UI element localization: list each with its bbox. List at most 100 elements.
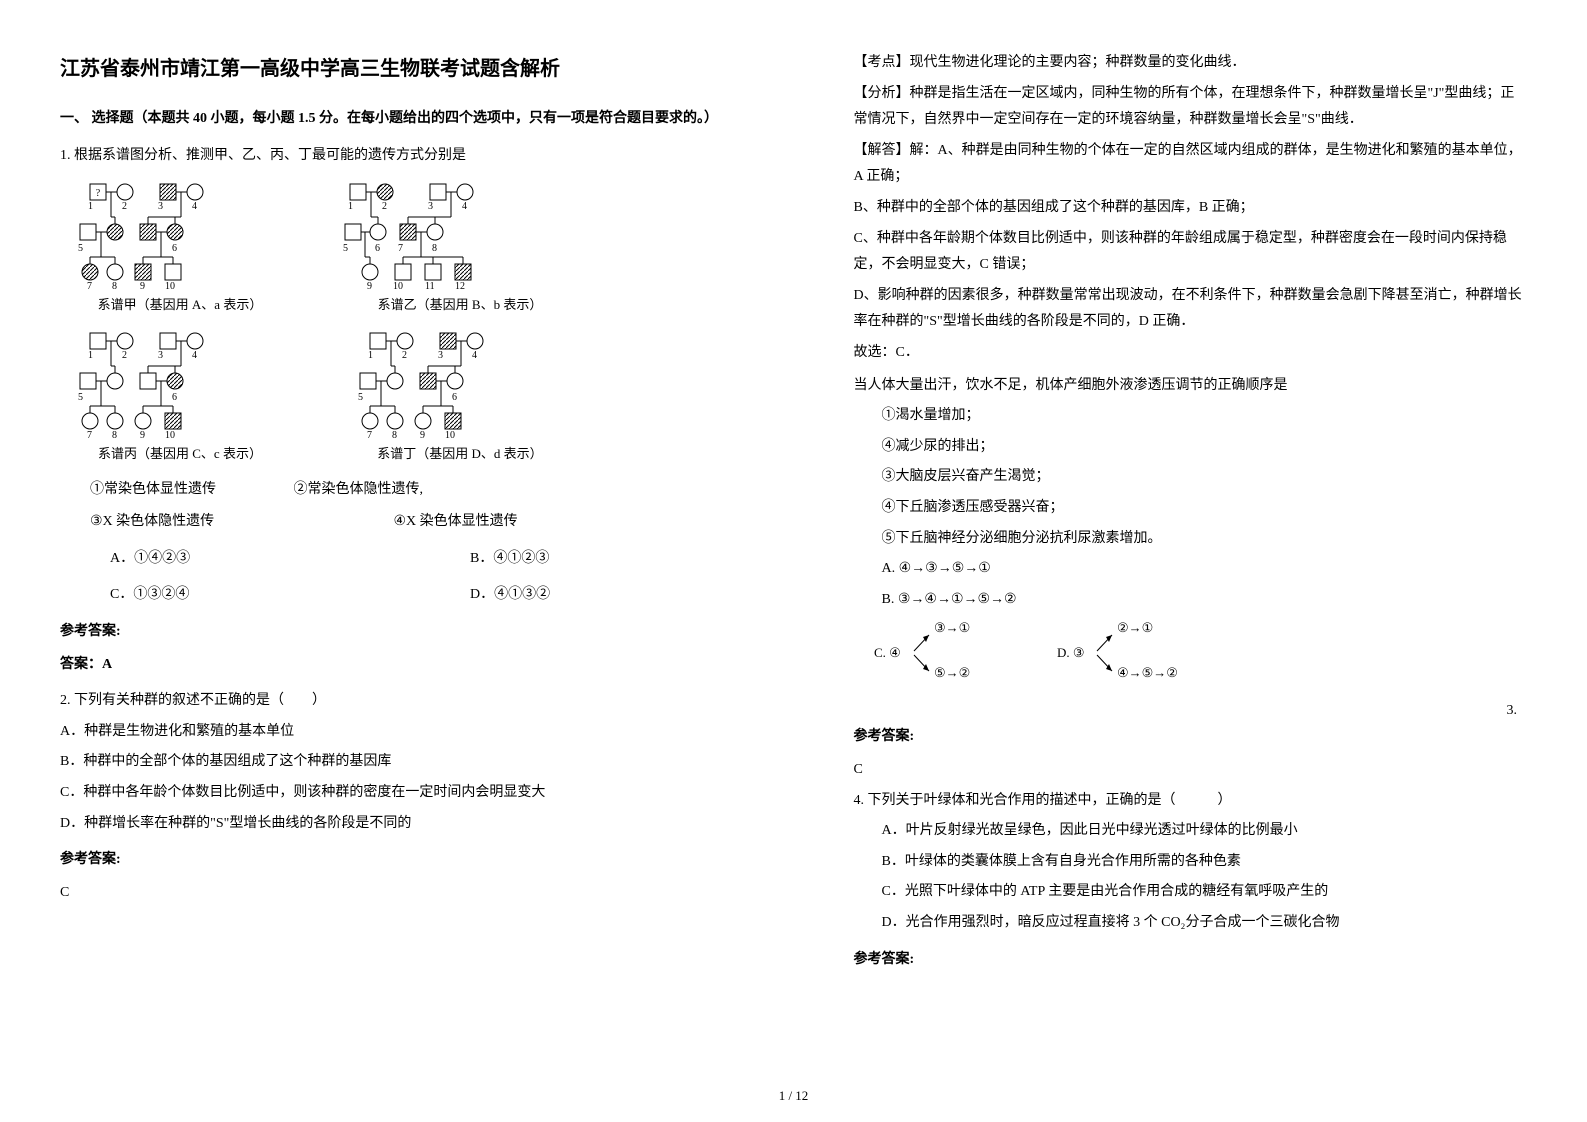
pedigree-c-svg: 1 2 3 4 5 6 7 8 9 10	[70, 328, 290, 438]
svg-text:?: ?	[96, 188, 101, 199]
q4-b: B．叶绿体的类囊体膜上含有自身光合作用所需的各种色素	[882, 849, 1528, 876]
q2-c: C．种群中各年龄个体数目比例适中，则该种群的密度在一定时间内会明显变大	[60, 780, 734, 807]
svg-text:5: 5	[78, 392, 83, 403]
q3-choice-a: A. ④→③→⑤→①	[882, 556, 1528, 583]
analysis-p3: C、种群中各年龄期个体数目比例适中，则该种群的年龄组成属于稳定型，种群密度会在一…	[854, 226, 1528, 279]
pedigree-b: 1 2 3 4 5 6 7 8 9 10 11 12	[340, 179, 580, 318]
svg-text:8: 8	[432, 243, 437, 254]
svg-text:11: 11	[425, 281, 435, 289]
legend-row-1: ①常染色体显性遗传 ②常染色体隐性遗传,	[90, 477, 734, 504]
q1-choice-b: B．④①②③	[470, 546, 670, 573]
pedigree-row-2: 1 2 3 4 5 6 7 8 9 10 系谱丙（	[60, 328, 734, 467]
left-column: 江苏省泰州市靖江第一高级中学高三生物联考试题含解析 一、 选择题（本题共 40 …	[0, 0, 794, 1122]
svg-text:6: 6	[172, 392, 177, 403]
q4-stem: 4. 下列关于叶绿体和光合作用的描述中，正确的是（ ）	[854, 788, 1528, 815]
q2-d: D．种群增长率在种群的"S"型增长曲线的各阶段是不同的	[60, 811, 734, 838]
q1-choice-row-1: A．①④②③ B．④①②③	[110, 546, 734, 573]
svg-text:3: 3	[428, 201, 433, 212]
pedigree-row-1: ? 1 2 3 4 5 6 7 8 9 1	[60, 179, 734, 318]
q1-choice-row-2: C．①③②④ D．④①③②	[110, 582, 734, 609]
svg-text:7: 7	[367, 430, 372, 438]
svg-text:④→⑤→②: ④→⑤→②	[1117, 665, 1178, 680]
svg-text:5: 5	[78, 243, 83, 254]
legend-4: ④X 染色体显性遗传	[394, 514, 518, 529]
q1-choice-c: C．①③②④	[110, 582, 470, 609]
svg-text:4: 4	[192, 350, 197, 361]
svg-text:1: 1	[348, 201, 353, 212]
svg-text:5: 5	[358, 392, 363, 403]
svg-text:5: 5	[343, 243, 348, 254]
svg-text:2: 2	[122, 350, 127, 361]
pedigree-c-caption: 系谱丙（基因用 C、c 表示）	[60, 442, 300, 467]
pedigree-c: 1 2 3 4 5 6 7 8 9 10 系谱丙（	[60, 328, 300, 467]
q1-stem: 1. 根据系谱图分析、推测甲、乙、丙、丁最可能的遗传方式分别是	[60, 143, 734, 170]
svg-text:6: 6	[452, 392, 457, 403]
q3-choice-c-svg: C. ④ ③→① ⑤→②	[874, 617, 1034, 687]
svg-text:2: 2	[402, 350, 407, 361]
q3-ans-head: 参考答案:	[854, 724, 1528, 751]
svg-text:3: 3	[158, 201, 163, 212]
legend-2: ②常染色体隐性遗传,	[294, 482, 424, 497]
pedigree-d-caption: 系谱丁（基因用 D、d 表示）	[340, 442, 580, 467]
svg-text:4: 4	[192, 201, 197, 212]
svg-text:10: 10	[165, 430, 175, 438]
svg-text:1: 1	[368, 350, 373, 361]
q3-intro: 当人体大量出汗，饮水不足，机体产细胞外液渗透压调节的正确顺序是	[854, 373, 1528, 400]
q3-number: 3.	[1507, 698, 1518, 725]
svg-text:②→①: ②→①	[1117, 620, 1153, 635]
legend-1: ①常染色体显性遗传	[90, 477, 290, 504]
pedigree-b-svg: 1 2 3 4 5 6 7 8 9 10 11 12	[340, 179, 580, 289]
q2-answer: C	[60, 880, 734, 907]
svg-text:7: 7	[87, 281, 92, 289]
pedigree-d: 1 2 3 4 5 6 7 8 9 10 系谱丁（	[340, 328, 580, 467]
q4-c: C．光照下叶绿体中的 ATP 主要是由光合作用合成的糖经有氧呼吸产生的	[882, 879, 1528, 906]
analysis-fx: 【分析】种群是指生活在一定区域内，同种生物的所有个体，在理想条件下，种群数量增长…	[854, 81, 1528, 134]
q4-d: D．光合作用强烈时，暗反应过程直接将 3 个 CO₂分子合成一个三碳化合物	[882, 910, 1528, 937]
page-number: 1 / 12	[0, 1088, 1587, 1104]
svg-text:10: 10	[393, 281, 403, 289]
q3-item-5: ⑤下丘脑神经分泌细胞分泌抗利尿激素增加。	[882, 526, 1528, 553]
svg-text:9: 9	[140, 281, 145, 289]
svg-text:8: 8	[392, 430, 397, 438]
analysis-p5: 故选：C．	[854, 340, 1528, 367]
svg-text:C. ④: C. ④	[874, 645, 901, 660]
q1-answer: 答案：A	[60, 652, 734, 679]
pedigree-b-caption: 系谱乙（基因用 B、b 表示）	[340, 293, 580, 318]
svg-text:⑤→②: ⑤→②	[934, 665, 970, 680]
pedigree-a-svg: ? 12 34 5 6 7 8 9 1	[70, 179, 290, 289]
svg-text:9: 9	[367, 281, 372, 289]
svg-text:8: 8	[112, 430, 117, 438]
q3-item-4: ④下丘脑渗透压感受器兴奋；	[882, 495, 1528, 522]
svg-text:10: 10	[165, 281, 175, 289]
analysis-jd: 【解答】解：A、种群是由同种生物的个体在一定的自然区域内组成的群体，是生物进化和…	[854, 138, 1528, 191]
q3-choice-d-svg: D. ③ ②→① ④→⑤→②	[1057, 617, 1257, 687]
q2-ans-head: 参考答案:	[60, 847, 734, 874]
q1-ans-head: 参考答案:	[60, 619, 734, 646]
q2-stem: 2. 下列有关种群的叙述不正确的是（ ）	[60, 688, 734, 715]
svg-text:10: 10	[445, 430, 455, 438]
svg-text:7: 7	[87, 430, 92, 438]
legend-3: ③X 染色体隐性遗传	[90, 509, 390, 536]
svg-text:③→①: ③→①	[934, 620, 970, 635]
analysis-p4: D、影响种群的因素很多，种群数量常常出现波动，在不利条件下，种群数量会急剧下降甚…	[854, 283, 1528, 336]
pedigree-a: ? 12 34 5 6 7 8 9 1	[60, 179, 300, 318]
q3-item-3: ③大脑皮层兴奋产生渴觉；	[882, 464, 1528, 491]
pedigree-d-svg: 1 2 3 4 5 6 7 8 9 10	[350, 328, 570, 438]
analysis-kd: 【考点】现代生物进化理论的主要内容；种群数量的变化曲线．	[854, 50, 1528, 77]
svg-text:3: 3	[158, 350, 163, 361]
right-column: 【考点】现代生物进化理论的主要内容；种群数量的变化曲线． 【分析】种群是指生活在…	[794, 0, 1587, 1122]
q4-ans-head: 参考答案:	[854, 947, 1528, 974]
svg-text:9: 9	[420, 430, 425, 438]
svg-text:1: 1	[88, 201, 93, 212]
svg-text:2: 2	[382, 201, 387, 212]
svg-text:6: 6	[172, 243, 177, 254]
svg-text:8: 8	[112, 281, 117, 289]
svg-text:1: 1	[88, 350, 93, 361]
legend-row-2: ③X 染色体隐性遗传 ④X 染色体显性遗传	[90, 509, 734, 536]
q3-item-2: ④减少尿的排出；	[882, 434, 1528, 461]
svg-text:4: 4	[472, 350, 477, 361]
q2-a: A．种群是生物进化和繁殖的基本单位	[60, 719, 734, 746]
q1-choice-d: D．④①③②	[470, 582, 670, 609]
doc-title: 江苏省泰州市靖江第一高级中学高三生物联考试题含解析	[60, 50, 734, 88]
svg-text:2: 2	[122, 201, 127, 212]
